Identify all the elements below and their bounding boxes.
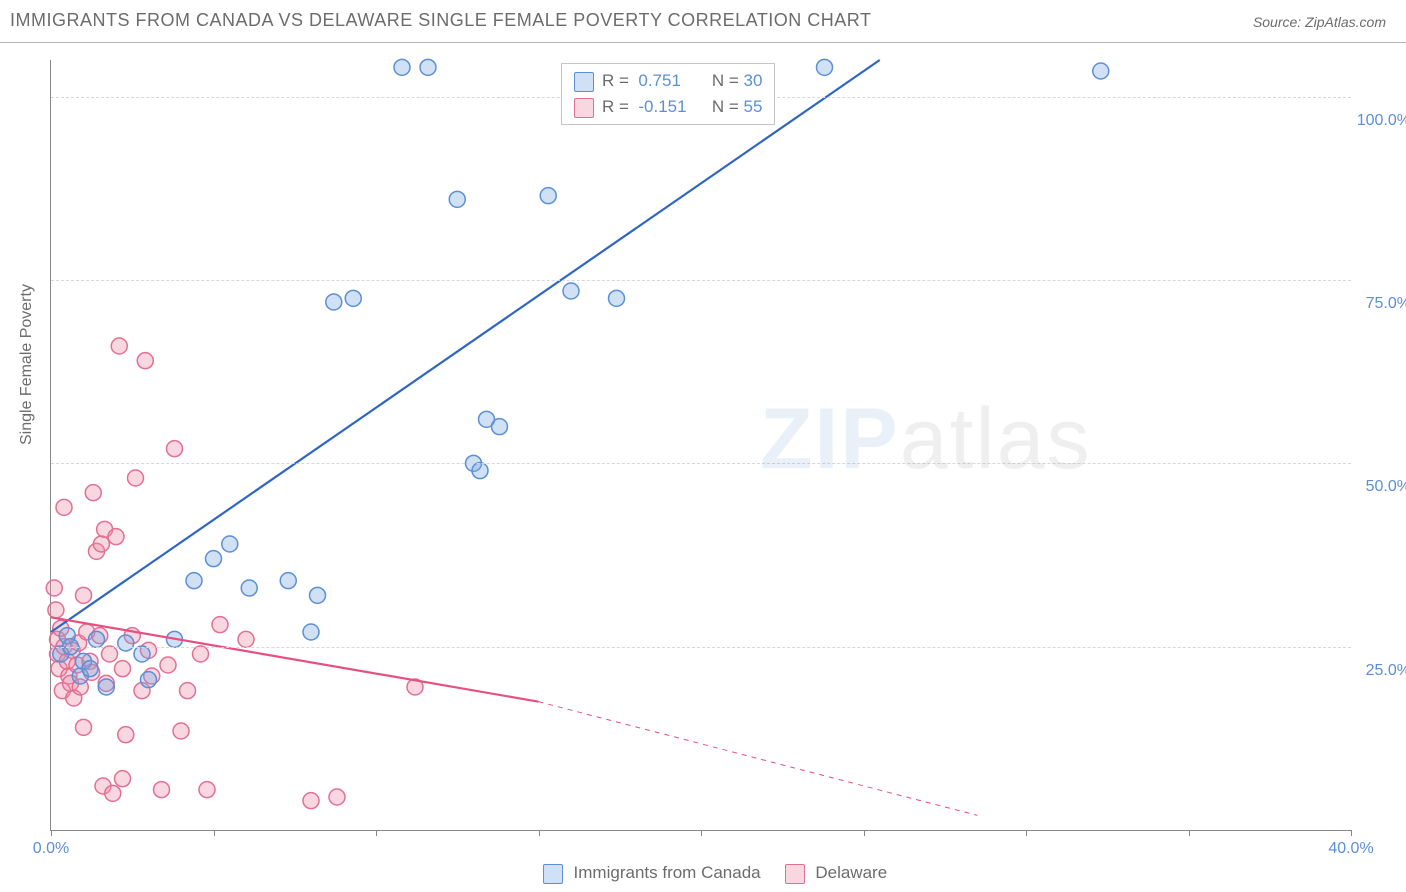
- data-point: [212, 617, 228, 633]
- source-attribution: Source: ZipAtlas.com: [1253, 14, 1386, 30]
- data-point: [492, 419, 508, 435]
- data-point: [206, 551, 222, 567]
- data-point: [102, 646, 118, 662]
- data-point: [193, 646, 209, 662]
- legend-n-value: 55: [743, 97, 762, 116]
- data-point: [173, 723, 189, 739]
- data-point: [115, 771, 131, 787]
- legend-n-value: 30: [743, 71, 762, 90]
- gridline-h: [51, 463, 1351, 464]
- legend-r-value: -0.151: [638, 94, 702, 120]
- data-point: [93, 536, 109, 552]
- source-prefix: Source:: [1253, 14, 1305, 30]
- x-tick: [539, 830, 540, 836]
- data-point: [180, 683, 196, 699]
- y-axis-label: Single Female Poverty: [18, 284, 36, 445]
- data-point: [609, 290, 625, 306]
- legend-swatch: [574, 72, 594, 92]
- data-point: [118, 727, 134, 743]
- data-point: [394, 59, 410, 75]
- data-point: [817, 59, 833, 75]
- data-point: [310, 587, 326, 603]
- data-point: [420, 59, 436, 75]
- data-point: [108, 529, 124, 545]
- data-point: [199, 782, 215, 798]
- data-point: [167, 441, 183, 457]
- legend-stat-row: R = 0.751 N = 30: [574, 68, 762, 94]
- data-point: [186, 573, 202, 589]
- x-tick: [214, 830, 215, 836]
- legend-statistics: R = 0.751 N = 30R = -0.151 N = 55: [561, 63, 775, 125]
- data-point: [128, 470, 144, 486]
- data-point: [137, 353, 153, 369]
- data-point: [222, 536, 238, 552]
- data-point: [134, 646, 150, 662]
- gridline-h: [51, 280, 1351, 281]
- legend-r-value: 0.751: [638, 68, 702, 94]
- data-point: [82, 661, 98, 677]
- gridline-h: [51, 647, 1351, 648]
- data-point: [76, 719, 92, 735]
- data-point: [1093, 63, 1109, 79]
- data-point: [280, 573, 296, 589]
- data-point: [540, 188, 556, 204]
- y-tick-label: 25.0%: [1366, 662, 1406, 680]
- y-tick-label: 50.0%: [1366, 478, 1406, 496]
- data-point: [154, 782, 170, 798]
- data-point: [563, 283, 579, 299]
- source-name: ZipAtlas.com: [1305, 14, 1386, 30]
- data-point: [329, 789, 345, 805]
- data-point: [449, 191, 465, 207]
- data-point: [115, 661, 131, 677]
- x-tick: [1189, 830, 1190, 836]
- data-point: [76, 587, 92, 603]
- legend-series: Immigrants from Canada Delaware: [0, 863, 1406, 884]
- legend-stat-row: R = -0.151 N = 55: [574, 94, 762, 120]
- data-point: [345, 290, 361, 306]
- data-point: [303, 624, 319, 640]
- data-point: [111, 338, 127, 354]
- x-tick: [1351, 830, 1352, 836]
- legend-swatch: [785, 864, 805, 884]
- data-point: [46, 580, 62, 596]
- header-bar: IMMIGRANTS FROM CANADA VS DELAWARE SINGL…: [0, 0, 1406, 43]
- data-point: [85, 485, 101, 501]
- data-point: [241, 580, 257, 596]
- data-point: [303, 793, 319, 809]
- x-tick-label-min: 0.0%: [33, 840, 69, 858]
- x-tick: [51, 830, 52, 836]
- data-point: [326, 294, 342, 310]
- data-point: [238, 631, 254, 647]
- data-point: [98, 679, 114, 695]
- x-tick: [1026, 830, 1027, 836]
- plot-area: 25.0%50.0%75.0%100.0%0.0%40.0%: [50, 60, 1351, 831]
- y-tick-label: 100.0%: [1357, 112, 1406, 130]
- data-point: [48, 602, 64, 618]
- data-point: [89, 631, 105, 647]
- data-point: [118, 635, 134, 651]
- chart-svg: [51, 60, 1351, 830]
- x-tick: [864, 830, 865, 836]
- legend-swatch: [543, 864, 563, 884]
- y-tick-label: 75.0%: [1366, 295, 1406, 313]
- x-tick: [701, 830, 702, 836]
- legend-series-label: Delaware: [811, 863, 888, 882]
- data-point: [56, 499, 72, 515]
- data-point: [472, 463, 488, 479]
- data-point: [160, 657, 176, 673]
- x-tick-label-max: 40.0%: [1328, 840, 1373, 858]
- legend-series-label: Immigrants from Canada: [569, 863, 761, 882]
- data-point: [105, 785, 121, 801]
- data-point: [141, 672, 157, 688]
- legend-swatch: [574, 98, 594, 118]
- x-tick: [376, 830, 377, 836]
- chart-title: IMMIGRANTS FROM CANADA VS DELAWARE SINGL…: [10, 10, 871, 31]
